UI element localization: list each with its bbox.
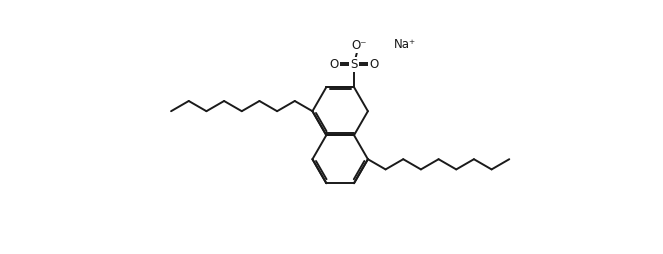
Text: Na⁺: Na⁺ — [394, 38, 416, 51]
Text: S: S — [350, 58, 358, 71]
Text: O: O — [330, 58, 339, 71]
Text: O⁻: O⁻ — [351, 39, 367, 52]
Text: O: O — [369, 58, 379, 71]
